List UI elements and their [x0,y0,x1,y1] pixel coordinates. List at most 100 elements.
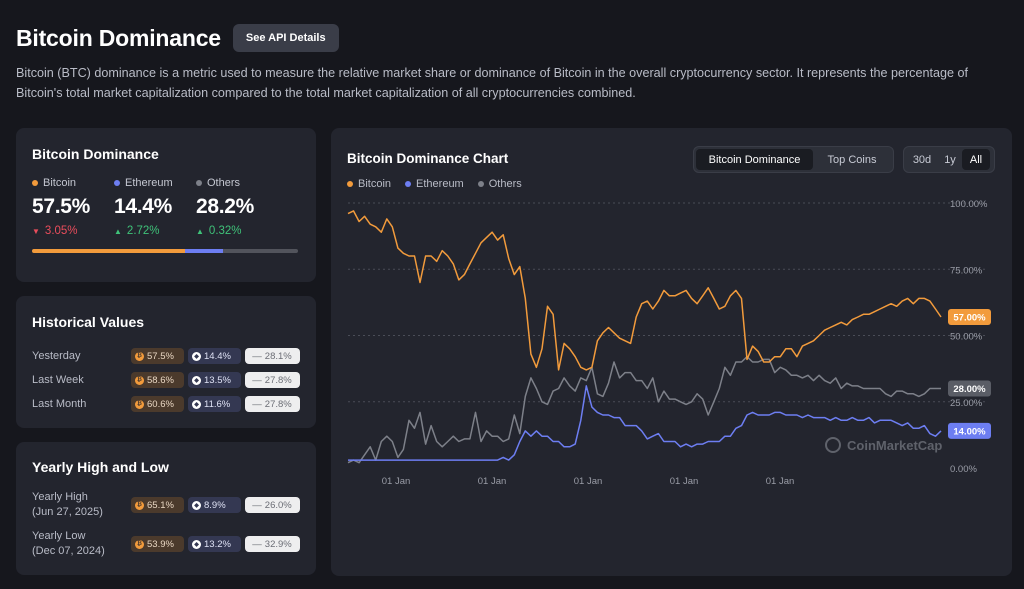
legend-item-ethereum[interactable]: Ethereum [405,178,464,190]
yearly-high-low-title: Yearly High and Low [32,459,169,475]
dominance-card: Bitcoin Dominance Bitcoin 57.5% ▼ 3.05% E… [16,128,316,282]
historical-values-card: Historical Values Yesterday ₿ 57.5% ◆ 14.4… [16,296,316,428]
others-pill: —27.8% [245,396,300,412]
bitcoin-dot-icon [347,181,353,187]
series-line-ethereum [348,385,942,461]
end-value-label-others: 28.00% [953,384,986,395]
eth-pill: ◆ 13.2% [188,536,241,552]
historical-row-label: Last Week [32,373,84,386]
dominance-chart[interactable]: 100.00% 75.00% 50.00% 25.00% 0.00% 01 Jan 01 J… [331,128,1012,576]
ethereum-coin-icon: ◆ [192,539,201,549]
coinmarketcap-logo-icon [825,437,841,453]
legend-label: Ethereum [416,178,464,190]
dominance-others-label: Others [207,177,241,189]
legend-item-bitcoin[interactable]: Bitcoin [347,178,391,190]
coinmarketcap-watermark: CoinMarketCap [847,438,942,453]
bitcoin-coin-icon: ₿ [135,539,144,549]
tab-top-coins[interactable]: Top Coins [827,153,877,166]
see-api-details-button[interactable]: See API Details [232,24,339,52]
end-value-label-bitcoin: 57.00% [953,312,986,323]
historical-row: Last Month ₿ 60.6% ◆ 11.6% —27.8% [32,396,300,412]
historical-row-label: Last Month [32,397,87,410]
yearly-row-name: Yearly Low [32,530,86,542]
ethereum-coin-icon: ◆ [192,399,201,409]
btc-pill: ₿ 58.6% [131,372,184,388]
bitcoin-coin-icon: ₿ [135,399,144,409]
y-tick-label: 25.00% [950,398,983,409]
btc-pill-value: 53.9% [147,538,174,550]
dominance-ethereum-value: 14.4% [114,195,173,218]
dominance-others-value: 28.2% [196,195,255,218]
btc-pill: ₿ 57.5% [131,348,184,364]
eth-pill-value: 8.9% [204,499,226,511]
dominance-ethereum-label: Ethereum [125,177,173,189]
yearly-row: Yearly High (Jun 27, 2025) ₿ 65.1% ◆ 8.9% … [32,490,300,520]
historical-row: Last Week ₿ 58.6% ◆ 13.5% —27.8% [32,372,300,388]
ethereum-dot-icon [114,180,120,186]
btc-pill: ₿ 53.9% [131,536,184,552]
y-tick-label: 50.00% [950,332,983,343]
share-bar-bitcoin [32,249,185,253]
yearly-row-date: (Jun 27, 2025) [32,506,103,518]
dominance-bitcoin-value: 57.5% [32,195,91,218]
x-tick-label: 01 Jan [478,476,507,487]
tab-bitcoin-dominance[interactable]: Bitcoin Dominance [696,149,813,170]
x-tick-label: 01 Jan [670,476,699,487]
ethereum-coin-icon: ◆ [192,500,201,510]
dominance-others: Others 28.2% ▲ 0.32% [196,177,278,237]
others-pill: —32.9% [245,536,300,552]
end-value-tag-others [948,380,991,397]
others-dot-icon [196,180,202,186]
end-value-tag-ethereum [948,422,991,439]
bitcoin-dot-icon [32,180,38,186]
yearly-high-low-card: Yearly High and Low Yearly High (Jun 27,… [16,442,316,575]
btc-pill-value: 58.6% [147,374,174,386]
btc-pill-value: 65.1% [147,499,174,511]
caret-down-icon: ▼ [32,226,40,236]
legend-label: Bitcoin [358,178,392,190]
end-value-label-ethereum: 14.00% [953,426,986,437]
dominance-chart-card: 100.00% 75.00% 50.00% 25.00% 0.00% 01 Jan 01 J… [331,128,1012,576]
ethereum-coin-icon: ◆ [192,351,201,361]
chart-type-toggle: Bitcoin Dominance Top Coins [693,146,894,173]
eth-pill: ◆ 8.9% [188,497,241,513]
dominance-ethereum-change: 2.72% [126,225,160,237]
page-header: Bitcoin Dominance See API Details Bitcoi… [16,22,1008,103]
bitcoin-coin-icon: ₿ [135,500,144,510]
legend-item-others[interactable]: Others [477,178,522,190]
bitcoin-coin-icon: ₿ [135,375,144,385]
y-tick-label: 100.00% [950,199,988,210]
others-pill-value: 32.9% [264,538,292,550]
btc-pill: ₿ 60.6% [131,396,184,412]
chart-title: Bitcoin Dominance Chart [347,151,509,166]
dominance-card-title: Bitcoin Dominance [32,146,159,162]
share-bar-ethereum [184,249,224,253]
range-1y[interactable]: 1y [944,153,956,166]
range-30d[interactable]: 30d [912,153,932,166]
series-line-others [347,355,941,464]
yearly-row-label: Yearly Low (Dec 07, 2024) [32,529,126,559]
dominance-bitcoin: Bitcoin 57.5% ▼ 3.05% [32,177,114,237]
historical-values-title: Historical Values [32,314,145,330]
others-dot-icon [477,181,484,187]
dominance-bitcoin-label: Bitcoin [43,177,77,189]
dominance-bitcoin-change: 3.05% [44,225,78,237]
range-all[interactable]: All [962,149,990,170]
others-pill-value: 27.8% [264,398,292,410]
eth-pill: ◆ 13.5% [188,372,241,388]
btc-pill-value: 57.5% [147,350,174,362]
time-range-toggle: 30d 1y All [903,146,995,173]
chart-legend: Bitcoin Ethereum Others [347,178,536,190]
share-bar-others [223,249,298,253]
others-pill: —26.0% [245,497,300,513]
btc-pill: ₿ 65.1% [131,497,184,513]
others-pill-value: 27.8% [264,374,292,386]
others-pill: —28.1% [245,348,300,364]
x-tick-label: 01 Jan [574,476,603,487]
end-value-tag-bitcoin [948,308,991,325]
yearly-row-date: (Dec 07, 2024) [32,545,105,557]
yearly-row: Yearly Low (Dec 07, 2024) ₿ 53.9% ◆ 13.2% … [32,529,300,559]
ethereum-dot-icon [405,181,412,187]
caret-up-icon: ▲ [196,226,204,236]
bitcoin-coin-icon: ₿ [135,351,144,361]
